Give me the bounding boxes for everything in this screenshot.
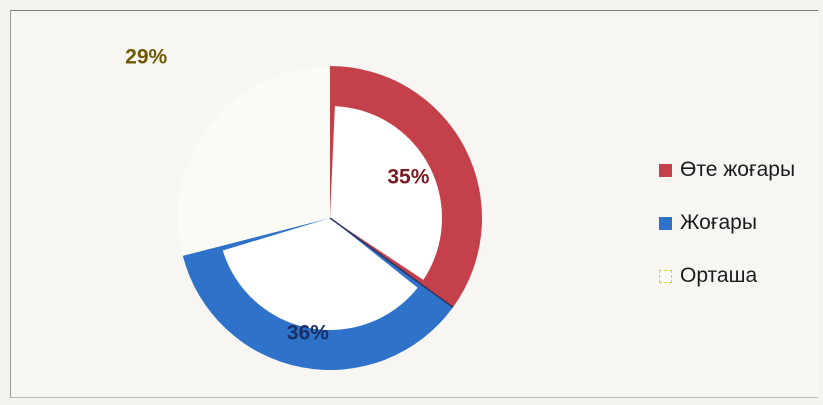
legend-label-ortasha: Орташа [680, 264, 758, 287]
chart-legend: Өте жоғары Жоғары Орташа [659, 157, 795, 316]
chart-frame: 35% 36% 29% Өте жоғары Жоғары Орташа [10, 10, 818, 398]
pie-slice-inner-ote-zhogary [330, 106, 443, 280]
legend-item-zhogary: Жоғары [659, 210, 795, 236]
data-label-zhogary: 36% [287, 321, 329, 344]
pie-data-labels: 35% 36% 29% [125, 46, 430, 345]
data-label-ortasha: 29% [125, 46, 167, 69]
pie-slices [178, 66, 482, 370]
legend-swatch-zhogary [659, 216, 672, 230]
pie-chart: 35% 36% 29% [125, 46, 482, 370]
legend-item-ote-zhogary: Өте жоғары [659, 157, 795, 183]
slice-divider-line [329, 217, 454, 308]
pie-slice-ortasha [178, 66, 330, 256]
legend-label-zhogary: Жоғары [680, 211, 757, 234]
legend-item-ortasha: Орташа [659, 263, 795, 289]
legend-swatch-ote-zhogary [659, 163, 672, 177]
data-label-ote-zhogary: 35% [387, 166, 429, 189]
legend-label-ote-zhogary: Өте жоғары [680, 158, 796, 181]
pie-slice-inner-zhogary [222, 218, 418, 330]
legend-swatch-ortasha [659, 269, 672, 283]
